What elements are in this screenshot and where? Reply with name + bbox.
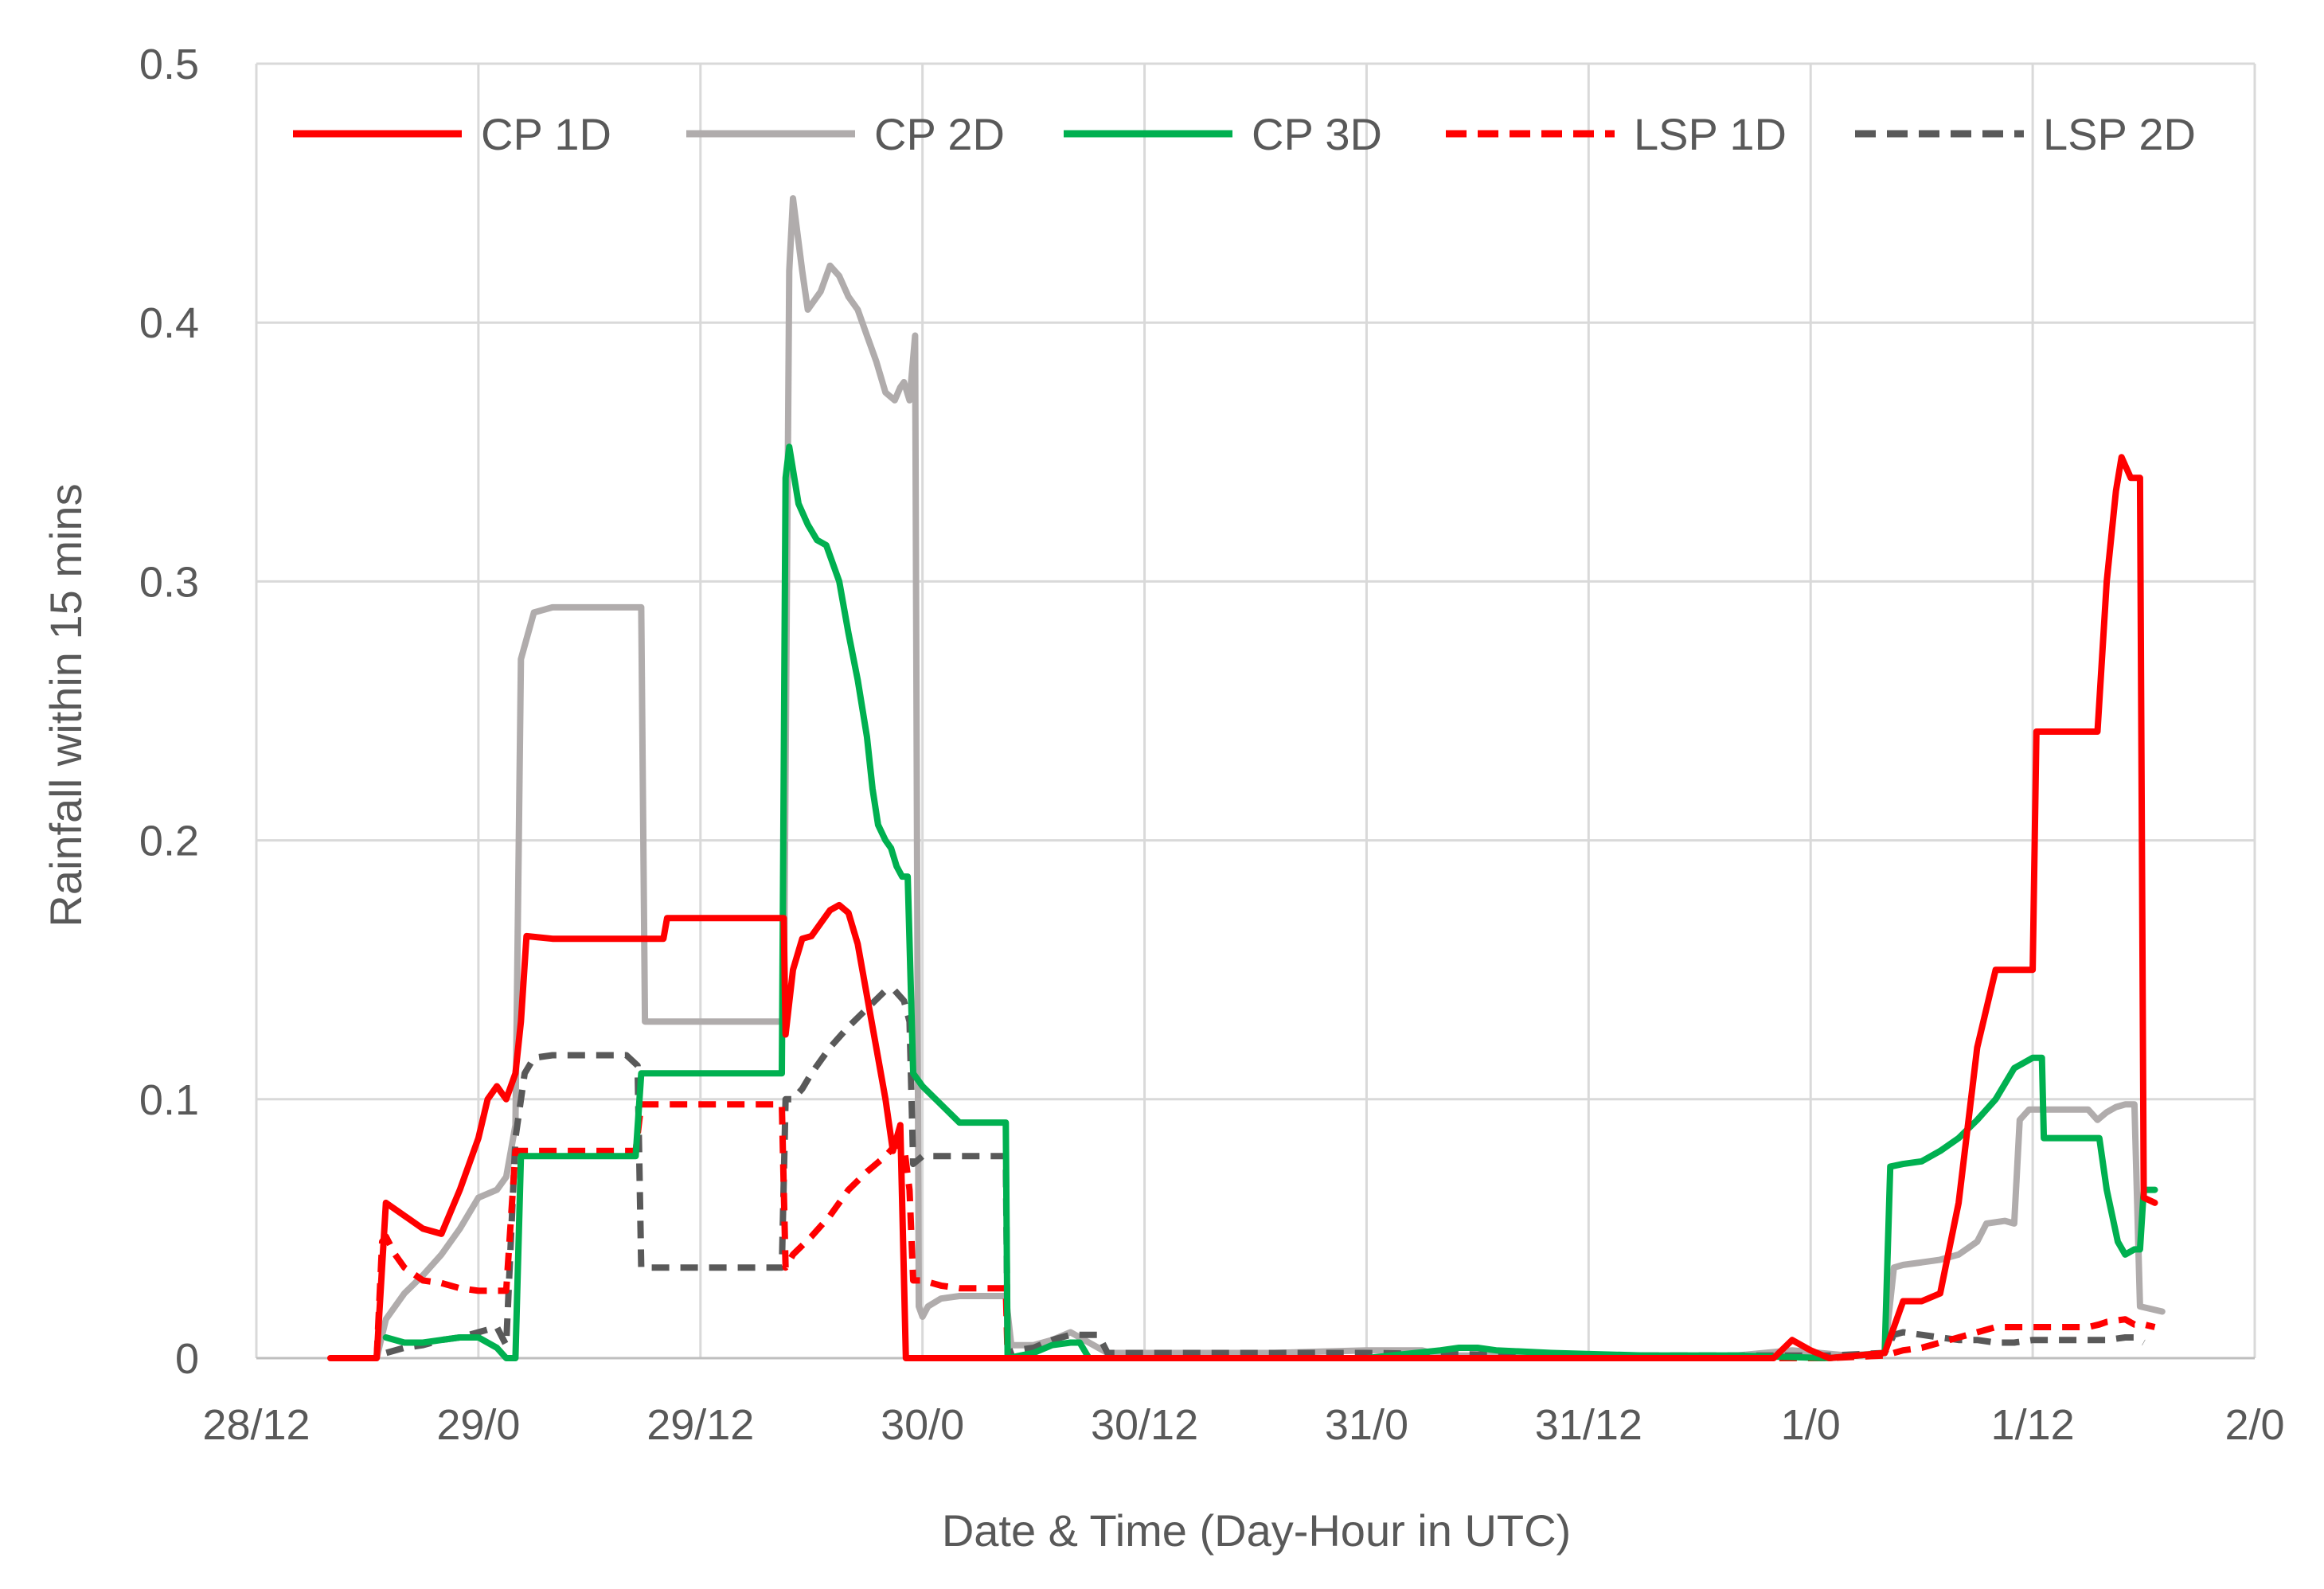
y-tick-label: 0: [175, 1335, 199, 1383]
y-tick-label: 0.1: [139, 1076, 199, 1124]
legend-label: LSP 1D: [1634, 109, 1787, 159]
y-axis-label: Rainfall within 15 mins: [41, 483, 91, 927]
series-line-lsp-1d: [373, 1101, 2156, 1361]
x-tick-label: 29/0: [436, 1401, 520, 1449]
x-tick-label: 29/12: [646, 1401, 754, 1449]
legend-label: CP 1D: [481, 109, 611, 159]
x-tick-label: 2/0: [2224, 1401, 2284, 1449]
x-tick-label: 31/0: [1325, 1401, 1408, 1449]
y-tick-label: 0.2: [139, 818, 199, 865]
x-tick-label: 30/0: [881, 1401, 964, 1449]
y-tick-label: 0.4: [139, 299, 199, 347]
x-tick-label: 31/12: [1535, 1401, 1642, 1449]
legend-label: CP 2D: [874, 109, 1005, 159]
x-tick-label: 1/12: [1991, 1401, 2075, 1449]
legend-label: CP 3D: [1252, 109, 1382, 159]
y-tick-label: 0.5: [139, 41, 199, 88]
series-layer: [327, 195, 2166, 1361]
x-tick-label: 30/12: [1091, 1401, 1198, 1449]
x-tick-label: 1/0: [1781, 1401, 1841, 1449]
grid-layer: [255, 62, 2256, 1360]
y-tick-label: 0.3: [139, 558, 199, 606]
legend-label: LSP 2D: [2043, 109, 2196, 159]
series-line-cp-2d: [327, 195, 2166, 1361]
series-line-cp-3d: [382, 443, 2158, 1361]
series-line-cp-1d: [327, 454, 2158, 1361]
x-tick-label: 28/12: [202, 1401, 310, 1449]
series-line-lsp-2d: [330, 987, 2146, 1361]
x-axis-label: Date & Time (Day-Hour in UTC): [942, 1505, 1571, 1556]
axis-layer: 28/12 29/0 29/12 30/0 30/12 31/0 31/12 1/0 1/12 2…: [139, 41, 2285, 1449]
legend: CP 1D CP 2D CP 3D LSP 1D LSP 2D: [293, 109, 2196, 159]
